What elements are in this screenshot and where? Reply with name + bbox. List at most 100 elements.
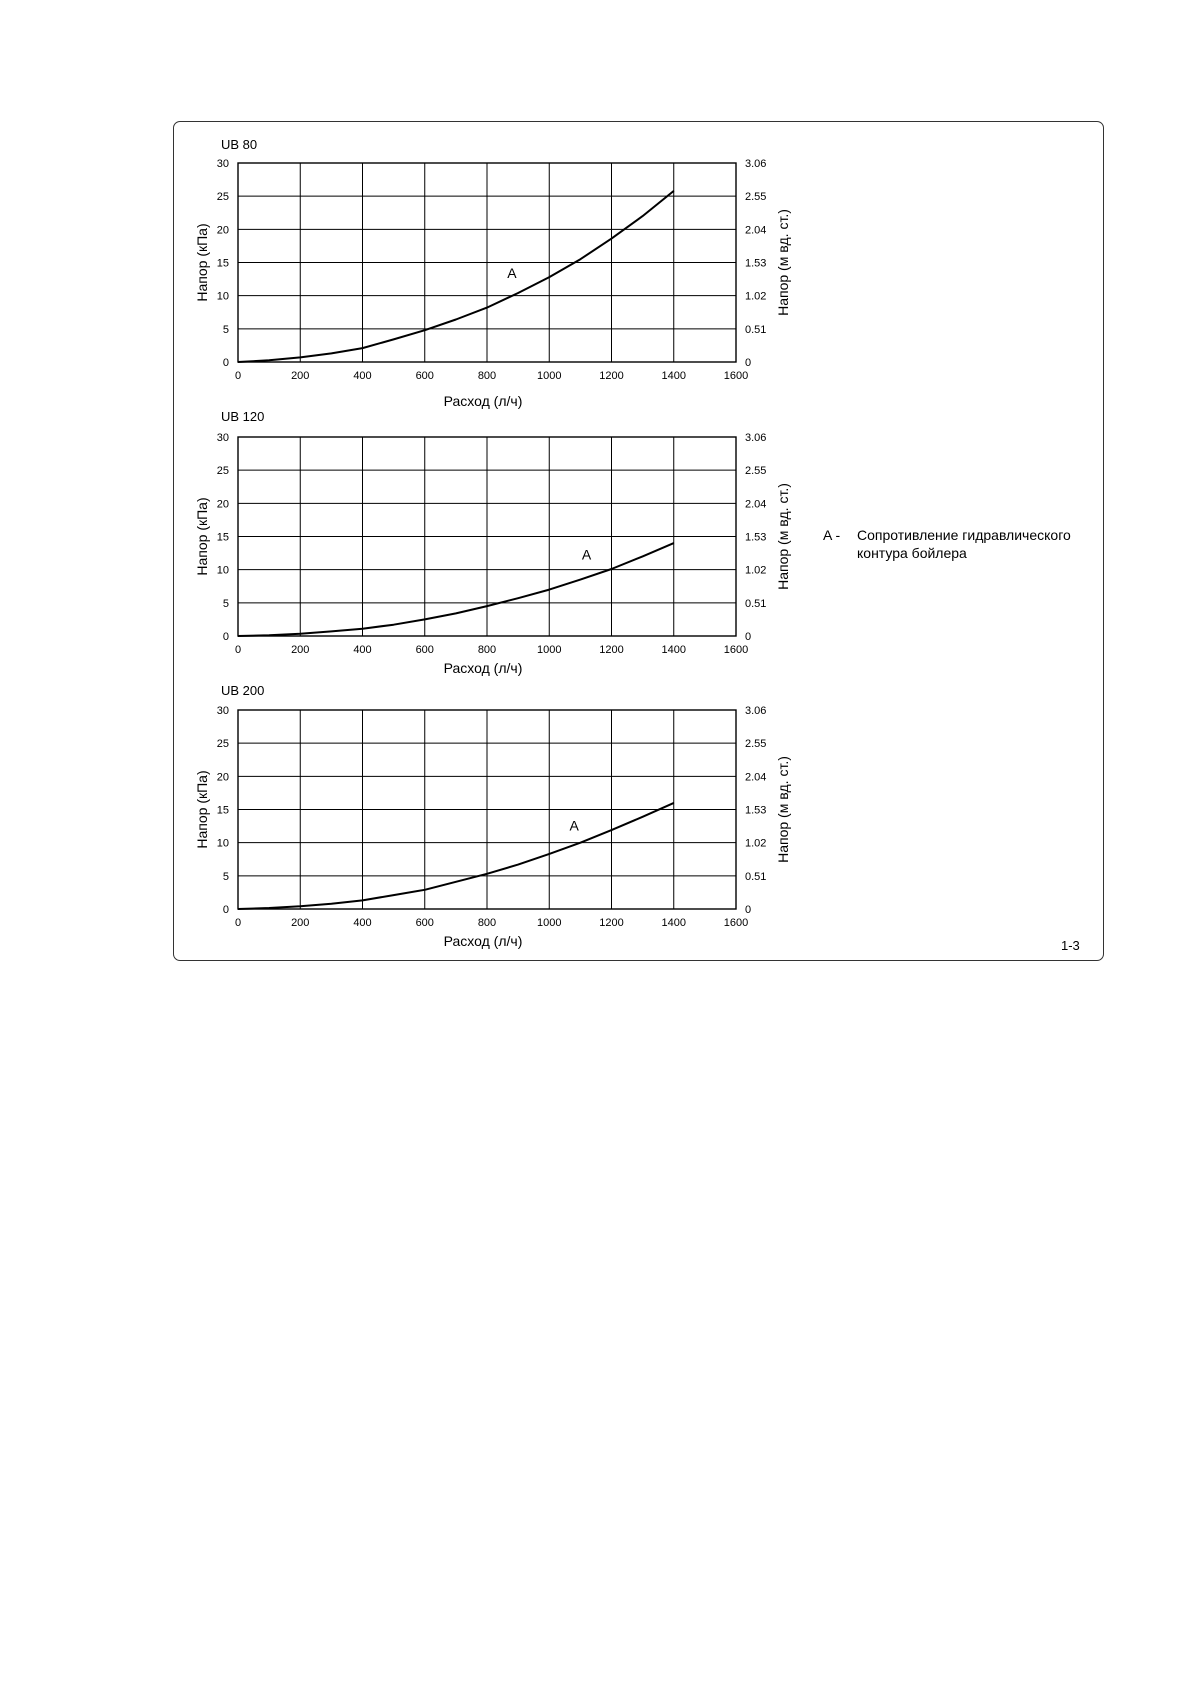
y-tick-label: 25	[217, 465, 229, 477]
plot-area-border	[237, 162, 737, 363]
curve-annotation-label: A	[582, 547, 592, 563]
x-tick-label: 1000	[537, 917, 561, 929]
x-tick-label: 1600	[724, 370, 748, 382]
y2-tick-label: 0	[745, 904, 751, 916]
chart-title: UB 200	[221, 683, 264, 698]
x-tick-label: 600	[416, 917, 434, 929]
y-axis-label: Напор (кПа)	[194, 497, 210, 575]
y2-tick-label: 2.04	[745, 498, 766, 510]
y2-tick-label: 2.04	[745, 224, 766, 236]
y-tick-label: 30	[217, 432, 229, 444]
y-tick-label: 20	[217, 498, 229, 510]
curve-annotation-label: A	[507, 265, 517, 281]
legend-text-2: контура бойлера	[857, 545, 967, 561]
y-tick-label: 20	[217, 771, 229, 783]
x-tick-label: 200	[291, 917, 309, 929]
x-tick-label: 600	[416, 370, 434, 382]
x-tick-label: 200	[291, 644, 309, 656]
x-tick-label: 1400	[662, 370, 686, 382]
x-tick-label: 0	[235, 644, 241, 656]
y2-tick-label: 3.06	[745, 158, 766, 170]
curve-annotation-label: A	[569, 818, 579, 834]
y-tick-label: 10	[217, 291, 229, 303]
y2-tick-label: 1.02	[745, 565, 766, 577]
y2-axis-label: Напор (м вд. ст.)	[775, 483, 791, 590]
x-tick-label: 200	[291, 370, 309, 382]
y2-tick-label: 1.02	[745, 838, 766, 850]
y2-tick-label: 2.04	[745, 771, 766, 783]
x-tick-label: 0	[235, 917, 241, 929]
x-tick-label: 0	[235, 370, 241, 382]
y2-tick-label: 2.55	[745, 191, 766, 203]
x-tick-label: 1000	[537, 644, 561, 656]
x-axis-label: Расход (л/ч)	[444, 660, 523, 676]
y2-tick-label: 2.55	[745, 738, 766, 750]
y-tick-label: 20	[217, 224, 229, 236]
x-tick-label: 1400	[662, 644, 686, 656]
y2-tick-label: 1.53	[745, 805, 766, 817]
y2-tick-label: 0.51	[745, 871, 766, 883]
x-tick-label: 1600	[724, 917, 748, 929]
series-curve-A	[237, 190, 675, 363]
y-tick-label: 0	[223, 357, 229, 369]
y-tick-label: 15	[217, 258, 229, 270]
x-tick-label: 400	[353, 917, 371, 929]
y2-tick-label: 2.55	[745, 465, 766, 477]
y2-axis-label: Напор (м вд. ст.)	[775, 209, 791, 316]
chart-title: UB 120	[221, 409, 264, 424]
x-tick-label: 1200	[599, 917, 623, 929]
x-tick-label: 1400	[662, 917, 686, 929]
y-tick-label: 15	[217, 532, 229, 544]
plot-area-border	[237, 709, 737, 910]
x-axis-label: Расход (л/ч)	[444, 933, 523, 949]
y-tick-label: 15	[217, 805, 229, 817]
y2-tick-label: 0.51	[745, 598, 766, 610]
legend-line-1: A - Сопротивление гидравлического	[823, 526, 1071, 544]
chart-2: UB 1200 200 400 600 800 1000 1200 1400 160005101…	[194, 409, 791, 676]
legend-key: A -	[823, 527, 841, 543]
y-tick-label: 5	[223, 871, 229, 883]
x-tick-label: 600	[416, 644, 434, 656]
plot-area-border	[237, 436, 737, 637]
y-tick-label: 10	[217, 838, 229, 850]
x-tick-label: 800	[478, 370, 496, 382]
y-tick-label: 30	[217, 705, 229, 717]
chart-title: UB 80	[221, 137, 257, 152]
y2-tick-label: 3.06	[745, 705, 766, 717]
y-tick-label: 25	[217, 191, 229, 203]
y2-tick-label: 1.53	[745, 532, 766, 544]
y-axis-label: Напор (кПа)	[194, 223, 210, 301]
x-tick-label: 800	[478, 917, 496, 929]
y-tick-label: 10	[217, 565, 229, 577]
x-tick-label: 1000	[537, 370, 561, 382]
legend-text-1: Сопротивление гидравлического	[857, 527, 1071, 543]
x-tick-label: 400	[353, 644, 371, 656]
series-curve-A	[237, 801, 675, 910]
y2-tick-label: 3.06	[745, 432, 766, 444]
y2-tick-label: 0	[745, 631, 751, 643]
y-tick-label: 25	[217, 738, 229, 750]
y-tick-label: 30	[217, 158, 229, 170]
y-axis-label: Напор (кПа)	[194, 770, 210, 848]
y-tick-label: 5	[223, 324, 229, 336]
x-tick-label: 1200	[599, 644, 623, 656]
page-number: 1-3	[1061, 938, 1080, 953]
y-tick-label: 0	[223, 631, 229, 643]
y-tick-label: 5	[223, 598, 229, 610]
y2-tick-label: 0	[745, 357, 751, 369]
figure-frame	[173, 121, 1104, 961]
y2-tick-label: 1.02	[745, 291, 766, 303]
y2-tick-label: 0.51	[745, 324, 766, 336]
series-curve-A	[237, 542, 675, 637]
y2-axis-label: Напор (м вд. ст.)	[775, 756, 791, 863]
y-tick-label: 0	[223, 904, 229, 916]
x-tick-label: 400	[353, 370, 371, 382]
x-axis-label: Расход (л/ч)	[444, 393, 523, 409]
x-tick-label: 800	[478, 644, 496, 656]
chart-1: UB 800 200 400 600 800 1000 1200 1400 1600051015…	[194, 137, 791, 409]
x-tick-label: 1600	[724, 644, 748, 656]
curve-legend: A - Сопротивление гидравлического контура…	[823, 526, 1071, 562]
y2-tick-label: 1.53	[745, 258, 766, 270]
